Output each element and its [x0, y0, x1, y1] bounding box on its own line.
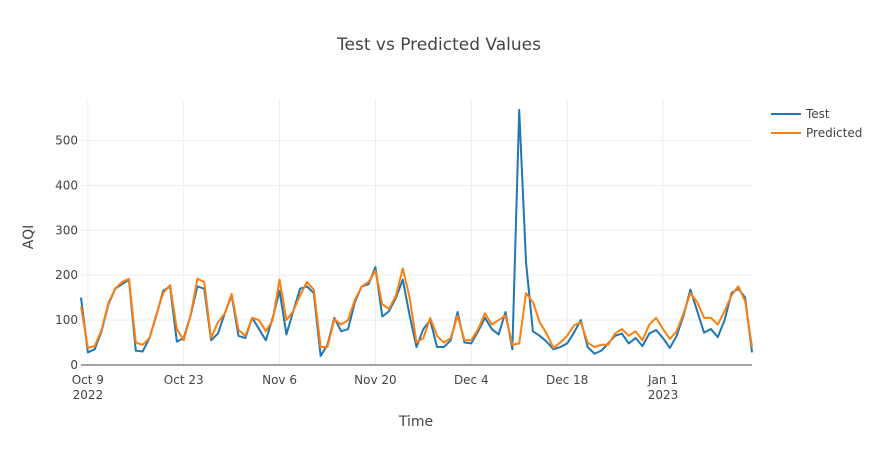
x-tick-year-label: 2022	[73, 388, 104, 402]
legend-label-predicted[interactable]: Predicted	[806, 126, 862, 140]
y-tick-label: 100	[55, 313, 78, 327]
x-tick-label: Dec 18	[546, 373, 588, 387]
y-tick-label: 0	[70, 358, 78, 372]
x-tick-year-label: 2023	[648, 388, 679, 402]
x-tick-label: Dec 4	[454, 373, 489, 387]
series-line-test	[80, 108, 753, 358]
legend: Test Predicted	[771, 107, 862, 140]
y-tick-label: 200	[55, 268, 78, 282]
x-tick-label: Oct 23	[164, 373, 204, 387]
grid-layer	[81, 100, 752, 365]
x-tick-label: Nov 20	[354, 373, 397, 387]
y-tick-label: 500	[55, 133, 78, 147]
x-axis-title: Time	[398, 414, 433, 430]
series-layer	[80, 108, 753, 358]
y-tick-label: 300	[55, 223, 78, 237]
y-tick-layer: 0 100 200 300 400 500	[55, 133, 78, 372]
y-axis-title: AQI	[21, 225, 37, 249]
legend-label-test[interactable]: Test	[805, 107, 830, 121]
chart-title: Test vs Predicted Values	[336, 35, 541, 55]
series-line-predicted	[80, 267, 753, 349]
x-tick-label: Nov 6	[262, 373, 297, 387]
x-tick-label: Oct 9	[72, 373, 104, 387]
x-tick-label: Jan 1	[647, 373, 678, 387]
y-tick-label: 400	[55, 178, 78, 192]
